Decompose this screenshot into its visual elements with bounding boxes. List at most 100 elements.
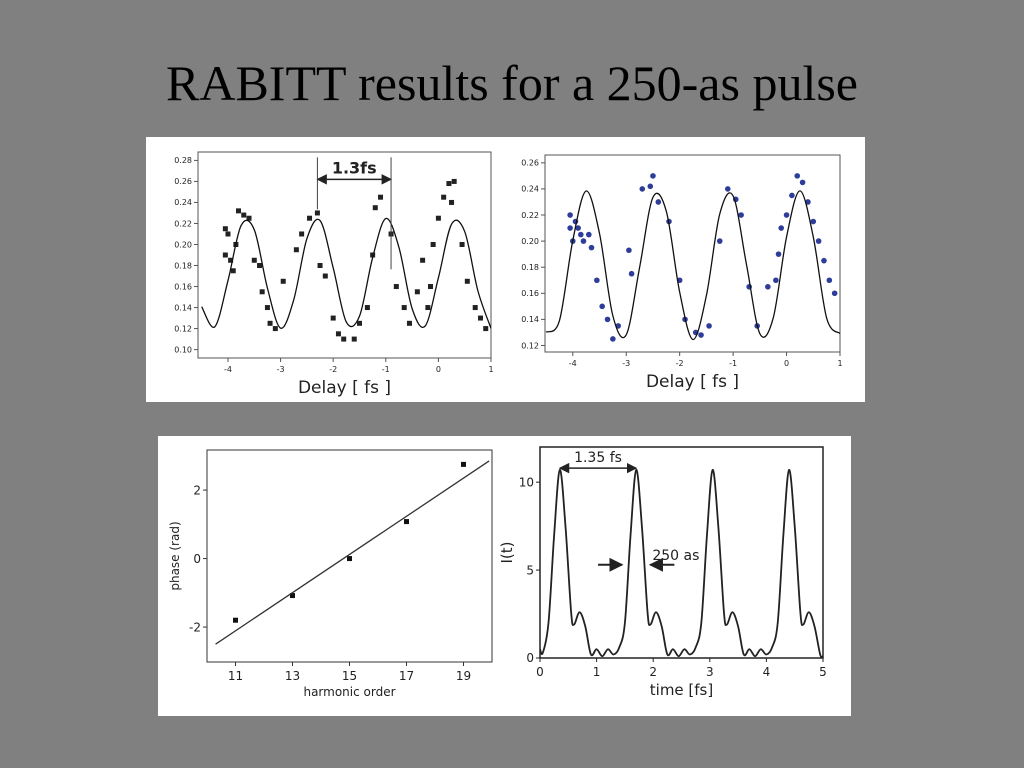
- x-tick-label: -4: [224, 365, 232, 374]
- data-point: [314, 210, 320, 216]
- data-point: [222, 252, 228, 258]
- data-point: [449, 199, 455, 205]
- y-tick-label: 0.12: [521, 341, 539, 350]
- data-point: [430, 241, 436, 247]
- data-point: [404, 519, 409, 525]
- data-point: [586, 231, 592, 238]
- chart: -4 -3 -2 -1 0 1 0.10 0.12 0.14 0.16 0.18 0.20 0.22 0.…: [174, 151, 494, 398]
- x-tick-label: 2: [649, 665, 657, 679]
- chart: 0 1 2 3 4 5 0 5 10 time [fs] I(t) 1.35 fs 250 as: [498, 446, 827, 699]
- x-tick-label: -3: [277, 365, 285, 374]
- data-point: [698, 332, 704, 338]
- y-tick-label: -2: [189, 620, 201, 634]
- y-axis-label: phase (rad): [168, 521, 182, 590]
- data-point: [251, 257, 257, 263]
- data-point: [428, 284, 434, 290]
- data-point: [826, 277, 833, 284]
- x-tick-label: 4: [763, 665, 771, 679]
- x-tick-label: -2: [676, 359, 684, 368]
- x-tick-label: 19: [456, 669, 471, 683]
- data-point: [578, 231, 584, 238]
- x-tick-label: 11: [228, 669, 243, 683]
- data-point: [477, 315, 483, 321]
- y-tick-label: 0.16: [174, 282, 192, 291]
- data-point: [459, 241, 465, 247]
- data-point: [810, 218, 817, 225]
- data-point: [420, 257, 426, 263]
- data-point: [351, 336, 357, 342]
- data-point: [356, 320, 362, 326]
- x-tick-label: 17: [399, 669, 414, 683]
- y-tick-label: 0.14: [174, 303, 192, 312]
- data-point: [264, 305, 270, 311]
- data-point: [778, 225, 785, 231]
- plot-frame: [197, 151, 492, 359]
- y-axis-label: I(t): [498, 541, 516, 563]
- x-tick-label: -1: [382, 365, 390, 374]
- data-point: [299, 231, 305, 237]
- x-tick-label: 5: [819, 665, 827, 679]
- data-point: [317, 263, 323, 269]
- y-tick-label: 10: [519, 475, 534, 489]
- x-tick-label: 0: [436, 365, 441, 374]
- chart: 11 13 15 17 19 -2 0 2 harmonic order phase (rad): [168, 449, 493, 699]
- data-point: [222, 226, 228, 232]
- annotation-text: 1.3fs: [332, 158, 377, 177]
- data-point: [307, 215, 313, 221]
- slide-title: RABITT results for a 250-as pulse: [166, 55, 858, 111]
- y-tick-label: 0.14: [521, 315, 539, 324]
- data-point: [272, 326, 278, 332]
- data-point: [414, 289, 420, 295]
- data-point: [230, 268, 236, 274]
- data-point: [799, 179, 806, 186]
- data-point: [341, 336, 347, 342]
- data-point: [794, 173, 801, 179]
- data-point: [233, 617, 238, 623]
- data-point: [236, 208, 242, 214]
- data-point: [610, 336, 616, 342]
- data-point: [257, 263, 263, 269]
- data-point: [580, 238, 587, 244]
- data-line: [540, 468, 823, 658]
- data-point: [567, 225, 573, 231]
- data-point: [330, 315, 336, 321]
- data-point: [372, 205, 378, 211]
- y-tick-label: 0.22: [521, 211, 539, 220]
- data-point: [401, 305, 407, 311]
- data-point: [393, 284, 399, 290]
- data-point: [821, 257, 827, 264]
- bottom-panel: [158, 436, 851, 716]
- y-tick-label: 0.24: [174, 198, 192, 207]
- annotation-text: 250 as: [652, 548, 699, 564]
- plot-frame: [544, 154, 841, 353]
- data-point: [364, 305, 370, 311]
- data-point: [650, 173, 656, 179]
- y-tick-label: 0.24: [521, 185, 539, 194]
- data-point: [706, 323, 712, 329]
- data-point: [267, 320, 273, 326]
- data-point: [241, 212, 247, 218]
- data-point: [225, 231, 231, 237]
- y-tick-label: 0.28: [174, 156, 192, 165]
- data-line: [201, 217, 491, 329]
- y-tick-label: 0.22: [174, 219, 192, 228]
- data-point: [599, 303, 605, 310]
- y-tick-label: 0: [193, 552, 201, 566]
- data-point: [259, 289, 265, 295]
- data-point: [594, 277, 600, 284]
- data-point: [575, 225, 581, 231]
- data-point: [738, 212, 744, 218]
- data-point: [378, 194, 384, 200]
- data-point: [406, 320, 412, 326]
- x-axis-label: harmonic order: [303, 685, 395, 699]
- x-tick-label: 1: [488, 365, 493, 374]
- data-point: [435, 215, 441, 221]
- data-point: [335, 331, 341, 337]
- annotation-text: 1.35 fs: [574, 450, 622, 466]
- y-tick-label: 0.26: [174, 177, 192, 186]
- data-point: [483, 326, 489, 332]
- data-point: [441, 194, 447, 200]
- data-line: [545, 190, 840, 341]
- x-tick-label: -2: [329, 365, 337, 374]
